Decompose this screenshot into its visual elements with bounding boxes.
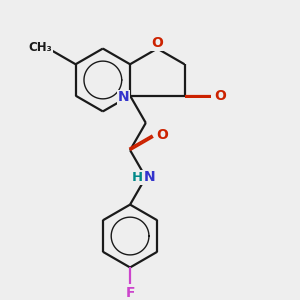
- Text: O: O: [215, 89, 226, 103]
- Text: H: H: [131, 171, 142, 184]
- Text: N: N: [144, 170, 155, 184]
- Text: O: O: [156, 128, 168, 142]
- Text: O: O: [152, 36, 163, 50]
- Text: F: F: [125, 286, 135, 300]
- Text: N: N: [117, 90, 129, 104]
- Text: CH₃: CH₃: [28, 41, 52, 54]
